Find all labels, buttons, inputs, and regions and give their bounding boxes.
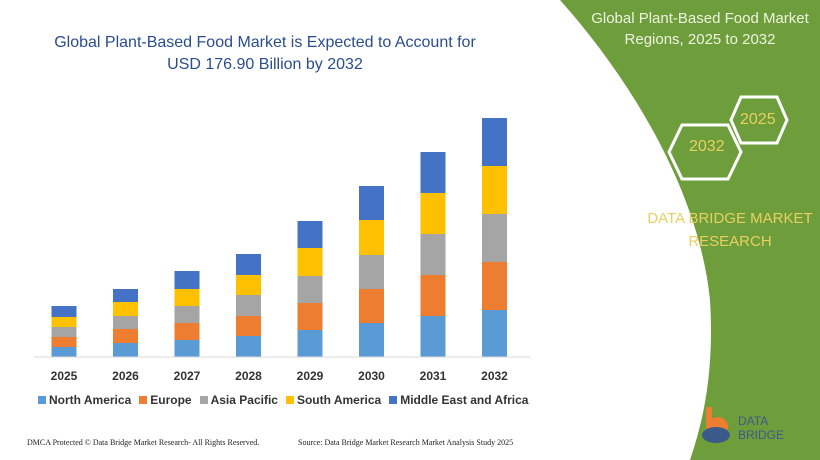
bar-segment-2027-1: [174, 323, 200, 340]
bar-segment-2027-3: [174, 289, 200, 306]
bar-segment-2026-4: [113, 289, 138, 302]
legend-swatch: [389, 396, 398, 404]
legend-swatch: [285, 396, 294, 404]
bar-segment-2031-0: [420, 316, 446, 357]
bar-segment-2028-3: [236, 275, 261, 295]
x-tick-label: 2028: [235, 369, 262, 383]
side-title-line-1: Global Plant-Based Food Market: [591, 10, 809, 27]
x-tick-label: 2032: [481, 369, 508, 383]
bar-segment-2027-4: [174, 271, 200, 289]
bar-segment-2032-4: [482, 118, 507, 166]
brand-text: DATA BRIDGE MARKET RESEARCH: [645, 207, 815, 253]
stacked-bar-chart: 2025 2026 2027 2028 2029 2030 2031 2032: [34, 118, 530, 383]
bar-segment-2025-3: [51, 317, 77, 327]
x-tick-label: 2025: [51, 369, 78, 383]
bar-segment-2029-4: [297, 221, 323, 248]
bar-segment-2027-0: [174, 340, 200, 357]
logo-icon: [702, 407, 730, 443]
x-tick-label: 2026: [112, 369, 139, 383]
side-title: Global Plant-Based Food Market Regions, …: [585, 8, 815, 50]
bar-segment-2026-2: [113, 316, 138, 329]
bar-segment-2026-1: [113, 329, 138, 343]
title-line-1: Global Plant-Based Food Market is Expect…: [54, 34, 476, 51]
legend-item: Asia Pacific: [199, 393, 278, 407]
legend-item: North America: [38, 393, 131, 407]
legend-label: Middle East and Africa: [400, 393, 529, 407]
legend-item: South America: [285, 393, 382, 407]
bar-segment-2025-4: [51, 306, 77, 317]
chart-title: Global Plant-Based Food Market is Expect…: [30, 32, 500, 76]
legend-label: South America: [296, 393, 382, 407]
bar-segment-2029-1: [297, 303, 323, 330]
x-tick-label: 2027: [174, 369, 201, 383]
brand-line-1: DATA BRIDGE MARKET: [647, 210, 813, 227]
x-tick-label: 2029: [297, 369, 324, 383]
legend-item: Europe: [139, 393, 192, 407]
hexagon-icons: [667, 95, 789, 181]
bar-segment-2032-0: [482, 310, 507, 357]
copyright-text: DMCA Protected © Data Bridge Market Rese…: [27, 438, 260, 447]
bar-segment-2030-4: [359, 186, 384, 220]
bar-segment-2028-4: [236, 254, 261, 275]
x-tick-label: 2030: [358, 369, 385, 383]
bar-segment-2030-3: [359, 220, 384, 255]
bar-segment-2030-0: [359, 323, 384, 357]
bar-segment-2031-4: [420, 152, 446, 193]
bar-segment-2025-2: [51, 327, 77, 337]
bar-segment-2030-2: [359, 255, 384, 289]
side-title-line-2: Regions, 2025 to 2032: [624, 31, 776, 48]
bar-segment-2032-2: [482, 214, 507, 262]
bar-segment-2025-0: [51, 347, 77, 357]
bar-segment-2028-1: [236, 316, 261, 336]
legend-label: Europe: [150, 393, 192, 407]
bar-segment-2031-1: [420, 275, 446, 316]
legend-label: North America: [49, 393, 132, 407]
bar-segment-2031-3: [420, 193, 446, 234]
brand-line-2: RESEARCH: [688, 233, 772, 250]
legend-swatch: [199, 396, 208, 404]
bar-segment-2032-1: [482, 262, 507, 310]
legend-swatch: [38, 396, 46, 404]
bar-segment-2029-3: [297, 248, 323, 276]
legend-swatch: [139, 396, 148, 404]
bar-segment-2026-0: [113, 343, 138, 357]
bar-segment-2029-2: [297, 276, 323, 303]
bar-segment-2032-3: [482, 166, 507, 214]
bar-segment-2031-2: [420, 234, 446, 275]
bar-segment-2025-1: [51, 337, 77, 347]
bar-segment-2027-2: [174, 306, 200, 323]
source-text: Source: Data Bridge Market Research Mark…: [298, 438, 514, 447]
bar-segment-2026-3: [113, 302, 138, 316]
hex-label-2025: 2025: [740, 111, 776, 128]
legend-item: Middle East and Africa: [389, 393, 528, 407]
bar-segment-2028-0: [236, 336, 261, 357]
bar-segment-2030-1: [359, 289, 384, 323]
title-line-2: USD 176.90 Billion by 2032: [167, 56, 363, 73]
legend-label: Asia Pacific: [210, 393, 278, 407]
bar-segment-2028-2: [236, 295, 261, 316]
x-tick-label: 2031: [420, 369, 447, 383]
legend: North America Europe Asia Pacific South Ame…: [38, 393, 528, 407]
bar-segment-2029-0: [297, 330, 323, 357]
hex-label-2032: 2032: [689, 138, 725, 155]
logo-text: DATA BRIDGE: [738, 414, 785, 442]
